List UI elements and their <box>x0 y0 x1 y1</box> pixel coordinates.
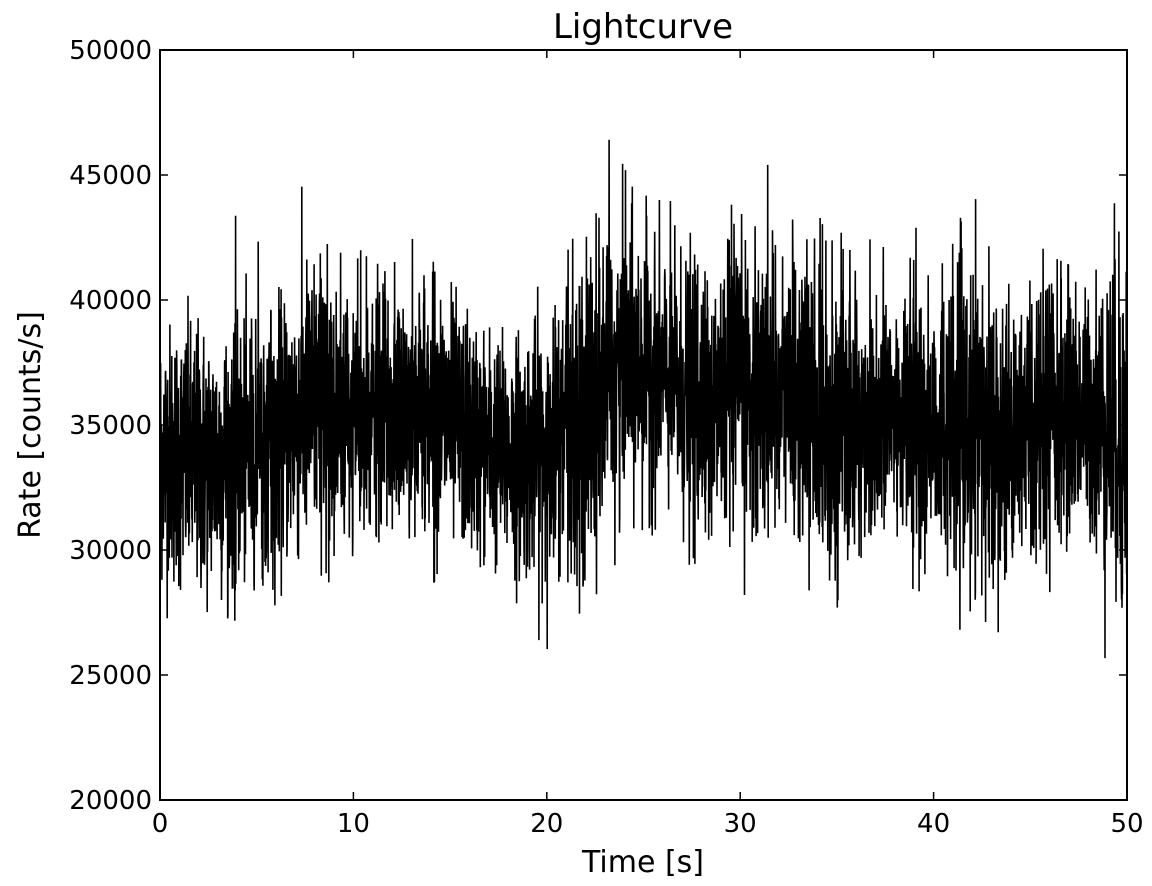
x-tick-label: 20 <box>530 809 563 839</box>
y-tick-label: 45000 <box>69 161 152 191</box>
x-tick-label: 50 <box>1110 809 1143 839</box>
y-axis-label: Rate [counts/s] <box>13 311 48 539</box>
x-axis-ticks: 0 10 20 30 40 50 <box>152 50 1144 839</box>
y-tick-label: 30000 <box>69 536 152 566</box>
x-tick-label: 30 <box>724 809 757 839</box>
series-line <box>160 139 1127 659</box>
y-axis-ticks: 20000 25000 30000 35000 40000 45000 50000 <box>69 36 1127 816</box>
y-tick-label: 50000 <box>69 36 152 66</box>
y-tick-label: 25000 <box>69 661 152 691</box>
chart-title: Lightcurve <box>553 7 733 47</box>
y-tick-label: 40000 <box>69 286 152 316</box>
x-tick-label: 40 <box>917 809 950 839</box>
y-tick-label: 20000 <box>69 786 152 816</box>
x-tick-label: 0 <box>152 809 169 839</box>
x-tick-label: 10 <box>337 809 370 839</box>
y-tick-label: 35000 <box>69 411 152 441</box>
x-axis-label: Time [s] <box>581 845 704 880</box>
